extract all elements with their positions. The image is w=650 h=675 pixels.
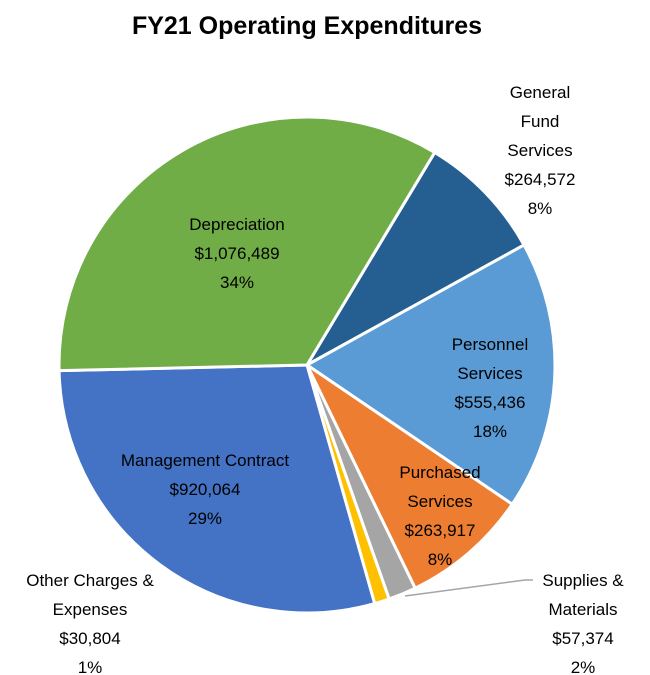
slice-value: $264,572 — [504, 170, 576, 189]
slice-label: General Fund Services $264,572 8% — [498, 78, 583, 223]
slice-label: Other Charges & Expenses $30,804 1% — [5, 566, 175, 675]
slice-percent: 2% — [570, 658, 596, 675]
leader-line — [404, 579, 533, 597]
slice-label: Supplies & Materials $57,374 2% — [528, 566, 638, 675]
slice-label: Personnel Services $555,436 18% — [435, 330, 545, 446]
pie-slice — [57, 115, 437, 373]
slice-value: $920,064 — [169, 480, 241, 499]
slice-name: Other Charges & Expenses — [26, 571, 154, 619]
slice-value: $30,804 — [59, 629, 121, 648]
slice-percent: 8% — [527, 199, 553, 218]
slice-name: Supplies & Materials — [542, 571, 624, 619]
pie-slice — [304, 242, 557, 507]
slice-name: Management Contract — [120, 451, 290, 470]
slice-name: Depreciation — [189, 215, 285, 234]
chart-title: FY21 Operating Expenditures — [131, 12, 483, 40]
slice-label: Purchased Services $263,917 8% — [385, 458, 495, 574]
slice-label: Depreciation $1,076,489 34% — [157, 210, 317, 297]
slice-percent: 1% — [77, 658, 103, 675]
slice-name: Personnel Services — [451, 335, 529, 383]
pie-slice — [302, 150, 527, 370]
slice-value: $1,076,489 — [194, 244, 280, 263]
slice-percent: 8% — [427, 550, 453, 569]
slice-percent: 29% — [187, 509, 223, 528]
slice-label: Management Contract $920,064 29% — [70, 446, 340, 533]
slice-name: Purchased Services — [399, 463, 481, 511]
slice-value: $57,374 — [552, 629, 614, 648]
slice-name: General Fund Services — [507, 83, 573, 160]
slice-value: $263,917 — [404, 521, 476, 540]
slice-percent: 18% — [472, 422, 508, 441]
pie-slice — [57, 363, 377, 615]
slice-value: $555,436 — [454, 393, 526, 412]
pie-slice — [303, 360, 515, 591]
slice-percent: 34% — [219, 273, 255, 292]
